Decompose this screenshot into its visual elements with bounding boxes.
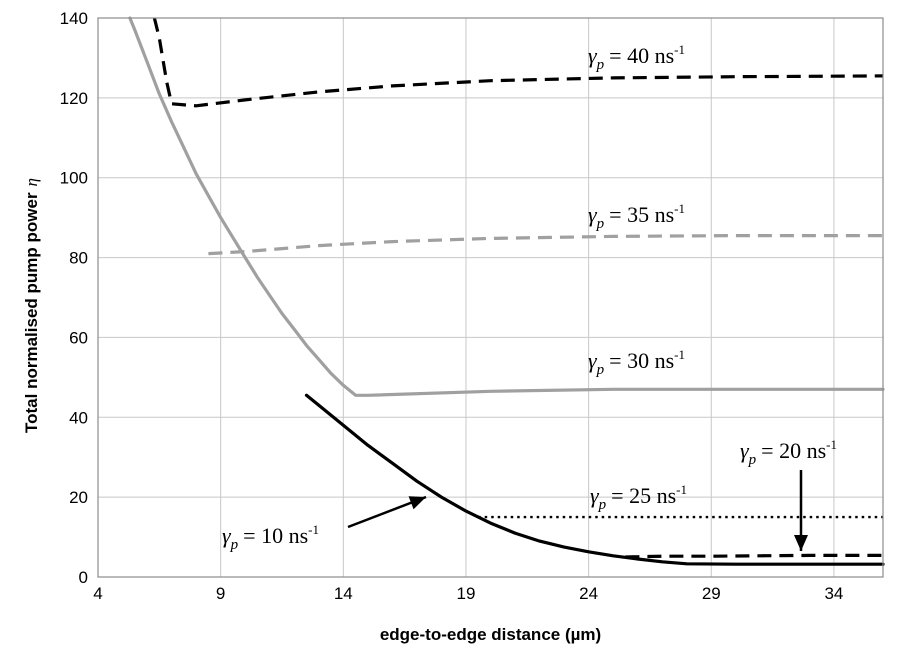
annotation-gamma: γ: [740, 438, 750, 463]
series-line-0: [304, 393, 885, 566]
series-lines: [128, 16, 885, 566]
annotation-value: = 20 ns: [761, 438, 826, 463]
annotation-gamma: γ: [222, 523, 232, 548]
y-tick-label: 0: [79, 568, 88, 587]
annotation-label: γp = 35 ns-1: [588, 201, 685, 232]
annotation-label: γp = 40 ns-1: [588, 42, 685, 73]
annotation-value: = 35 ns: [609, 202, 674, 227]
annotation-label: γp = 10 ns-1: [222, 522, 319, 553]
annotation-label: γp = 20 ns-1: [740, 437, 837, 468]
annotation-value: = 40 ns: [609, 43, 674, 68]
annotation-label: γp = 30 ns-1: [588, 347, 685, 378]
x-tick-label: 29: [702, 584, 721, 603]
annotation-gamma: γ: [588, 43, 598, 68]
annotation-label: γp = 25 ns-1: [590, 482, 687, 513]
annotation-gamma: γ: [588, 348, 598, 373]
annotation-superscript: -1: [676, 482, 687, 497]
x-tick-label: 14: [334, 584, 353, 603]
annotation-arrows: [347, 470, 808, 551]
y-axis-title: Total normalised pump power η: [22, 178, 41, 433]
x-tick-label: 34: [824, 584, 843, 603]
y-tick-label: 20: [69, 488, 88, 507]
annotation-value: = 25 ns: [611, 483, 676, 508]
annotation-arrow-head: [794, 535, 808, 551]
annotation-superscript: -1: [826, 437, 837, 452]
annotation-arrow-head: [408, 496, 426, 510]
annotation-superscript: -1: [674, 201, 685, 216]
annotation-subscript: p: [598, 497, 607, 513]
annotation-superscript: -1: [674, 42, 685, 57]
annotation-gamma: γ: [590, 483, 600, 508]
y-axis-title-symbol: η: [22, 178, 41, 186]
x-axis-title: edge-to-edge distance (µm): [380, 625, 601, 644]
y-tick-label: 140: [60, 9, 88, 28]
series-line-1: [625, 553, 883, 559]
annotation-subscript: p: [596, 362, 605, 378]
x-tick-label: 4: [93, 584, 102, 603]
plot-frame: [97, 17, 884, 578]
y-tick-label: 120: [60, 89, 88, 108]
annotations: γp = 40 ns-1γp = 35 ns-1γp = 30 ns-1γp = 25 …: [222, 42, 837, 553]
y-tick-label: 80: [69, 249, 88, 268]
series-line-5: [152, 17, 884, 108]
annotation-subscript: p: [596, 216, 605, 232]
annotation-value: = 30 ns: [609, 348, 674, 373]
x-tick-label: 24: [579, 584, 598, 603]
series-line-3: [128, 16, 885, 397]
annotation-superscript: -1: [308, 522, 319, 537]
y-axis-title-text: Total normalised pump power: [22, 192, 41, 433]
axis-ticks: 4 9 14 19 24 29 34 0 20 40 60 80 100 120 140: [60, 9, 844, 603]
annotation-subscript: p: [230, 537, 239, 553]
y-tick-label: 100: [60, 169, 88, 188]
series-line-4: [208, 234, 883, 256]
x-tick-label: 9: [216, 584, 225, 603]
annotation-superscript: -1: [674, 347, 685, 362]
y-tick-label: 60: [69, 328, 88, 347]
annotation-gamma: γ: [588, 202, 598, 227]
annotation-subscript: p: [596, 57, 605, 73]
annotation-value: = 10 ns: [243, 523, 308, 548]
x-tick-label: 19: [457, 584, 476, 603]
annotation-subscript: p: [748, 452, 757, 468]
y-tick-label: 40: [69, 408, 88, 427]
